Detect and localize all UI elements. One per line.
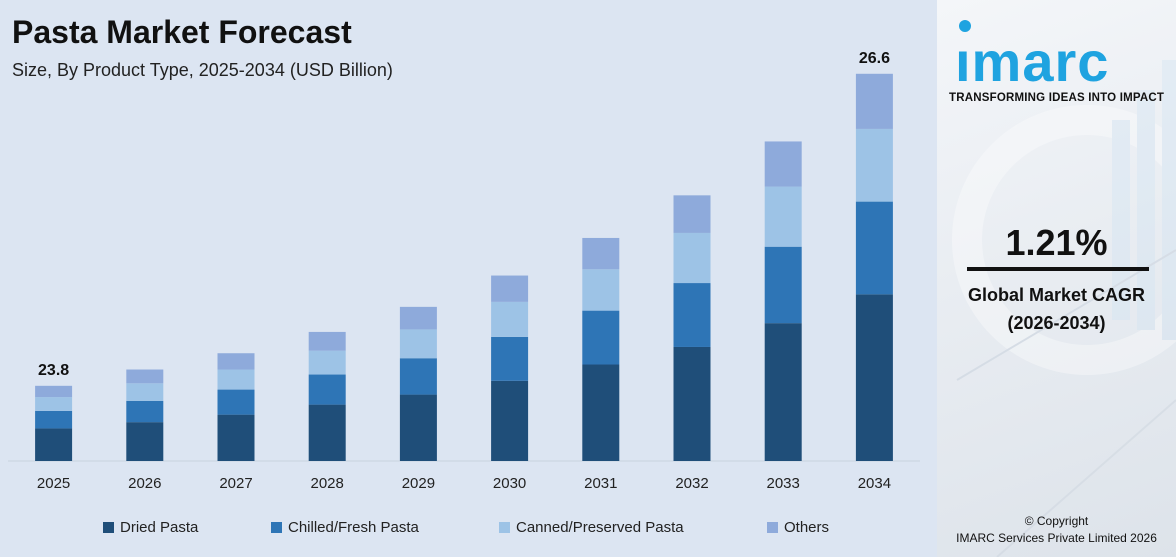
x-tick-label-2034: 2034 xyxy=(858,475,891,492)
bar-2027-others xyxy=(217,353,255,370)
bar-2026-chilled-fresh-pasta xyxy=(126,400,164,423)
bar-2033-dried-pasta xyxy=(764,323,802,461)
bar-2032-others xyxy=(673,195,711,233)
bar-2030-canned-preserved-pasta xyxy=(491,301,529,337)
x-tick-label-2026: 2026 xyxy=(128,475,161,492)
bar-2030-others xyxy=(491,275,529,302)
bar-2034-dried-pasta xyxy=(855,294,893,461)
legend-label: Others xyxy=(784,519,830,536)
bar-2031-dried-pasta xyxy=(582,364,620,461)
bar-2029-others xyxy=(399,306,437,330)
brand-tagline: TRANSFORMING IDEAS INTO IMPACT xyxy=(949,92,1165,104)
bar-2032-canned-preserved-pasta xyxy=(673,232,711,284)
bar-2033-others xyxy=(764,141,802,187)
legend-label: Dried Pasta xyxy=(120,519,199,536)
legend-swatch xyxy=(271,522,282,533)
bar-2031-others xyxy=(582,237,620,270)
background-graphic-icon xyxy=(952,60,1176,557)
legend-item-chilled-fresh-pasta: Chilled/Fresh Pasta xyxy=(271,519,419,536)
bar-2031-canned-preserved-pasta xyxy=(582,269,620,311)
x-tick-label-2032: 2032 xyxy=(675,475,708,492)
bar-2028-chilled-fresh-pasta xyxy=(308,374,346,405)
imarc-logo: ımarc xyxy=(945,8,1175,98)
chart-legend: Dried Pasta Chilled/Fresh Pasta Canned/Pre… xyxy=(0,519,937,539)
cagr-value: 1.21% xyxy=(1005,222,1108,263)
bar-2034-chilled-fresh-pasta xyxy=(855,201,893,295)
legend-item-dried-pasta: Dried Pasta xyxy=(103,519,198,536)
legend-swatch xyxy=(767,522,778,533)
legend-swatch xyxy=(103,522,114,533)
x-tick-label-2033: 2033 xyxy=(767,475,800,492)
x-tick-label-2028: 2028 xyxy=(311,475,344,492)
bar-2033-canned-preserved-pasta xyxy=(764,186,802,247)
legend-label: Chilled/Fresh Pasta xyxy=(288,519,419,536)
legend-label: Canned/Preserved Pasta xyxy=(516,519,684,536)
cagr-divider xyxy=(967,267,1149,271)
bar-2030-chilled-fresh-pasta xyxy=(491,336,529,381)
chart-title: Pasta Market Forecast xyxy=(12,14,352,50)
bar-2027-canned-preserved-pasta xyxy=(217,369,255,390)
bar-2025-chilled-fresh-pasta xyxy=(35,410,73,429)
bar-2028-others xyxy=(308,331,346,351)
bar-2034-canned-preserved-pasta xyxy=(855,128,893,202)
bar-2026-canned-preserved-pasta xyxy=(126,383,164,401)
legend-item-others: Others xyxy=(767,519,829,536)
legend-swatch xyxy=(499,522,510,533)
x-tick-label-2025: 2025 xyxy=(37,475,70,492)
chart-panel: Pasta Market Forecast Size, By Product T… xyxy=(0,14,937,539)
copyright-text: © Copyright xyxy=(1024,514,1089,528)
logo-dot-icon xyxy=(959,20,971,32)
legend-item-canned-preserved-pasta: Canned/Preserved Pasta xyxy=(499,519,684,536)
bar-2029-chilled-fresh-pasta xyxy=(399,358,437,395)
bar-2025-others xyxy=(35,385,73,398)
bar-2027-chilled-fresh-pasta xyxy=(217,389,255,415)
bar-2026-dried-pasta xyxy=(126,422,164,461)
stacked-bar-chart: 2025 2026 2027 2028 2029 2030 2031 2032 2033 2034… xyxy=(8,50,920,492)
cagr-label: Global Market CAGR xyxy=(967,285,1146,305)
cagr-period: (2026-2034) xyxy=(1007,313,1106,333)
bar-2029-dried-pasta xyxy=(399,394,437,461)
bar-2032-dried-pasta xyxy=(673,346,711,461)
x-tick-label-2027: 2027 xyxy=(219,475,252,492)
bar-2031-chilled-fresh-pasta xyxy=(582,310,620,365)
bar-2027-dried-pasta xyxy=(217,414,255,461)
logo-wordmark: ımarc xyxy=(955,30,1110,93)
data-label-2034: 26.6 xyxy=(859,50,890,67)
bar-2029-canned-preserved-pasta xyxy=(399,329,437,359)
bar-2032-chilled-fresh-pasta xyxy=(673,283,711,347)
bar-2028-canned-preserved-pasta xyxy=(308,350,346,375)
data-label-2025: 23.8 xyxy=(38,362,69,379)
x-tick-label-2029: 2029 xyxy=(402,475,435,492)
bar-2028-dried-pasta xyxy=(308,404,346,461)
bar-2026-others xyxy=(126,369,164,384)
x-tick-label-2031: 2031 xyxy=(584,475,617,492)
brand-sidebar: ımarc TRANSFORMING IDEAS INTO IMPACT 1.2… xyxy=(937,0,1176,557)
bar-2025-canned-preserved-pasta xyxy=(35,397,73,411)
bar-2034-others xyxy=(855,73,893,129)
x-tick-label-2030: 2030 xyxy=(493,475,526,492)
company-name: IMARC Services Private Limited 2026 xyxy=(956,531,1157,545)
bar-2025-dried-pasta xyxy=(35,428,73,461)
chart-subtitle: Size, By Product Type, 2025-2034 (USD Bi… xyxy=(12,60,393,80)
bar-2030-dried-pasta xyxy=(491,380,529,461)
bar-2033-chilled-fresh-pasta xyxy=(764,246,802,324)
